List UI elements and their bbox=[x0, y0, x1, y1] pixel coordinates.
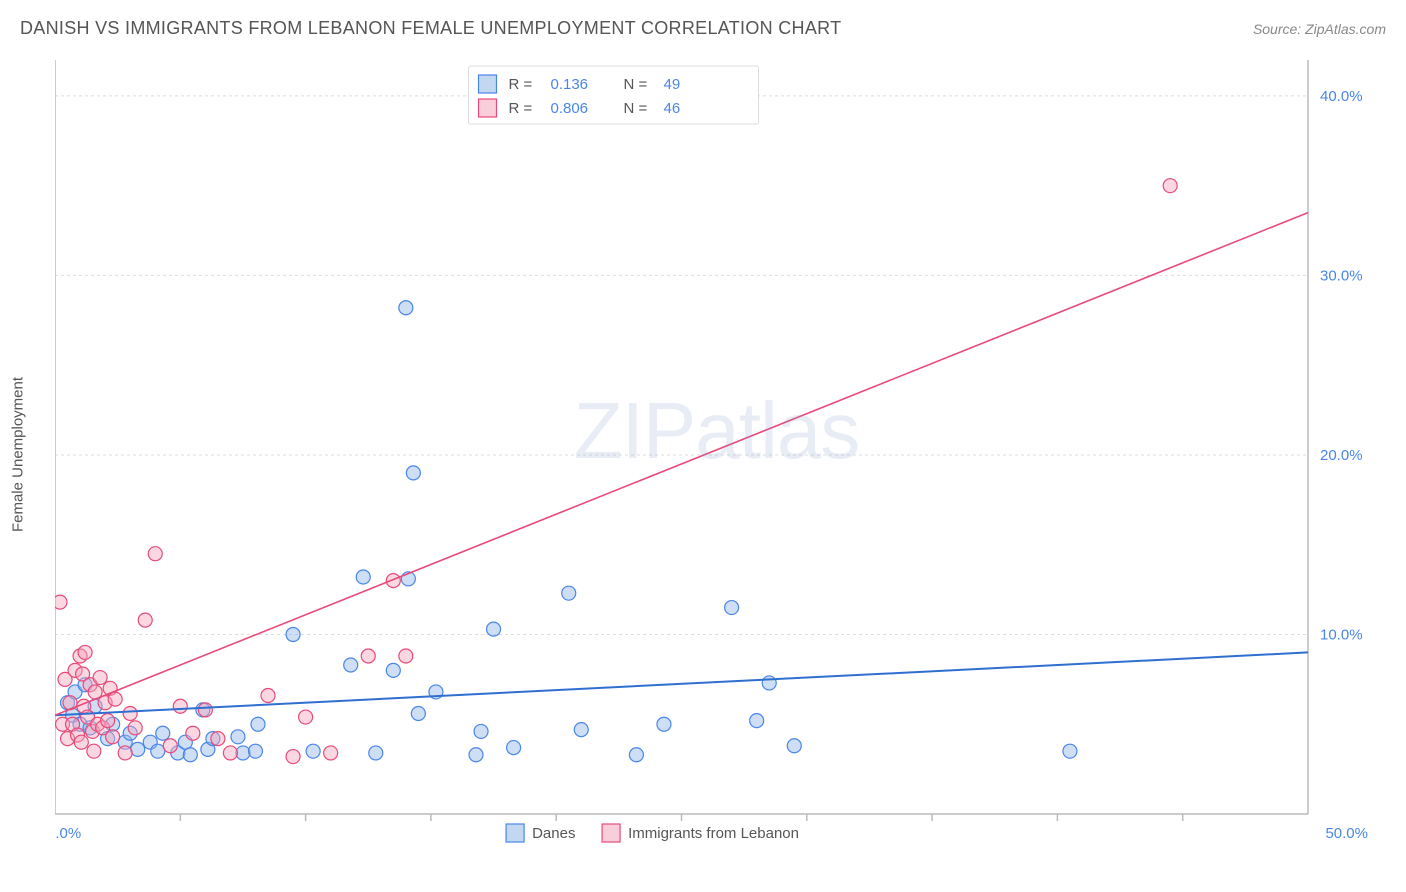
data-point bbox=[236, 746, 250, 760]
data-point bbox=[299, 710, 313, 724]
data-point bbox=[211, 732, 225, 746]
data-point bbox=[148, 547, 162, 561]
data-point bbox=[87, 744, 101, 758]
data-point bbox=[386, 574, 400, 588]
svg-text:46: 46 bbox=[663, 100, 680, 117]
svg-text:50.0%: 50.0% bbox=[1325, 825, 1368, 842]
svg-text:30.0%: 30.0% bbox=[1320, 267, 1363, 284]
svg-text:10.0%: 10.0% bbox=[1320, 626, 1363, 643]
data-point bbox=[108, 692, 122, 706]
data-point bbox=[198, 703, 212, 717]
data-point bbox=[138, 613, 152, 627]
data-point bbox=[101, 714, 115, 728]
data-point bbox=[399, 301, 413, 315]
data-point bbox=[128, 721, 142, 735]
scatter-plot-svg: 10.0% 20.0% 30.0% 40.0% 0.0% 50.0% R = 0.136 N =… bbox=[55, 50, 1378, 844]
data-point bbox=[251, 717, 265, 731]
data-point bbox=[183, 748, 197, 762]
data-point bbox=[469, 748, 483, 762]
svg-text:0.806: 0.806 bbox=[550, 100, 588, 117]
svg-text:49: 49 bbox=[663, 76, 680, 93]
data-point bbox=[1063, 744, 1077, 758]
trend-line bbox=[55, 213, 1308, 716]
chart-area: 10.0% 20.0% 30.0% 40.0% 0.0% 50.0% R = 0.136 N =… bbox=[55, 50, 1378, 844]
data-point bbox=[369, 746, 383, 760]
data-point bbox=[173, 699, 187, 713]
data-point bbox=[123, 706, 137, 720]
data-point bbox=[399, 649, 413, 663]
svg-text:Danes: Danes bbox=[532, 825, 575, 842]
svg-text:20.0%: 20.0% bbox=[1320, 447, 1363, 464]
data-point bbox=[163, 739, 177, 753]
svg-text:N =: N = bbox=[623, 100, 647, 117]
data-point bbox=[156, 726, 170, 740]
data-point bbox=[186, 726, 200, 740]
svg-text:N =: N = bbox=[623, 76, 647, 93]
data-point bbox=[411, 706, 425, 720]
data-point bbox=[574, 723, 588, 737]
svg-text:Immigrants from Lebanon: Immigrants from Lebanon bbox=[628, 825, 799, 842]
svg-text:R =: R = bbox=[508, 100, 532, 117]
data-point bbox=[356, 570, 370, 584]
data-point bbox=[55, 595, 67, 609]
data-point bbox=[1163, 179, 1177, 193]
data-point bbox=[629, 748, 643, 762]
svg-text:R =: R = bbox=[508, 76, 532, 93]
svg-text:0.136: 0.136 bbox=[550, 76, 588, 93]
data-point bbox=[151, 744, 165, 758]
data-point bbox=[78, 645, 92, 659]
svg-text:40.0%: 40.0% bbox=[1320, 88, 1363, 105]
data-point bbox=[344, 658, 358, 672]
data-point bbox=[750, 714, 764, 728]
data-point bbox=[131, 742, 145, 756]
data-point bbox=[261, 689, 275, 703]
data-point bbox=[231, 730, 245, 744]
trend-line bbox=[55, 652, 1308, 715]
data-point bbox=[562, 586, 576, 600]
data-point bbox=[286, 627, 300, 641]
data-point bbox=[93, 671, 107, 685]
data-point bbox=[118, 746, 132, 760]
data-point bbox=[474, 724, 488, 738]
data-point bbox=[507, 741, 521, 755]
data-point bbox=[306, 744, 320, 758]
data-point bbox=[762, 676, 776, 690]
data-point bbox=[657, 717, 671, 731]
data-point bbox=[487, 622, 501, 636]
data-point bbox=[787, 739, 801, 753]
y-axis-label: Female Unemployment bbox=[10, 377, 27, 532]
data-point bbox=[74, 735, 88, 749]
data-point bbox=[248, 744, 262, 758]
data-point bbox=[286, 750, 300, 764]
data-point bbox=[406, 466, 420, 480]
data-point bbox=[725, 601, 739, 615]
source-attribution: Source: ZipAtlas.com bbox=[1253, 21, 1386, 37]
data-point bbox=[386, 663, 400, 677]
chart-title: DANISH VS IMMIGRANTS FROM LEBANON FEMALE… bbox=[20, 18, 841, 39]
svg-text:0.0%: 0.0% bbox=[55, 825, 81, 842]
data-point bbox=[106, 730, 120, 744]
data-point bbox=[361, 649, 375, 663]
data-point bbox=[223, 746, 237, 760]
data-point bbox=[324, 746, 338, 760]
